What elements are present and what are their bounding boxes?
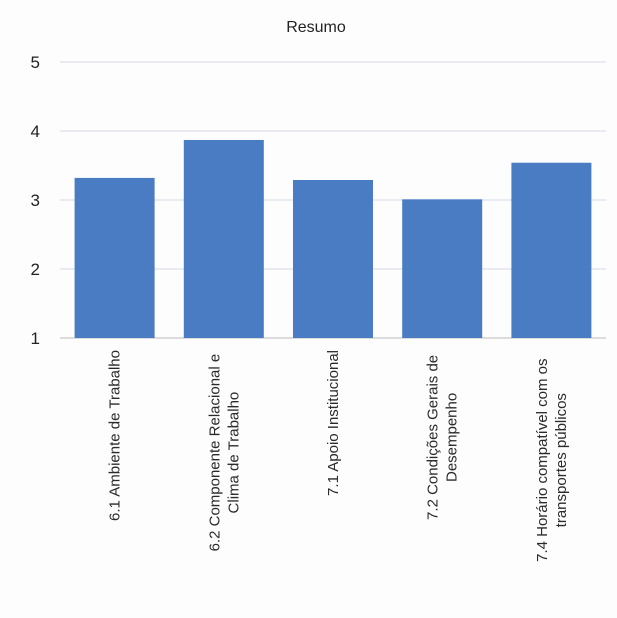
x-tick-label-line: 7.1 Apoio Institucional (325, 350, 342, 496)
y-axis-ticks: 1 2 3 4 5 (31, 53, 40, 348)
x-tick-label-line: 7.2 Condições Gerais de (425, 355, 442, 520)
y-tick-label: 1 (31, 329, 40, 348)
x-tick-label-line: Desempenho (444, 393, 461, 482)
bar (293, 179, 373, 338)
x-tick-label: 7.2 Condições Gerais de Desempenho (425, 355, 461, 520)
bar (74, 177, 155, 338)
bars (74, 139, 592, 338)
x-tick-label-line: 7.4 Horário compatível com os (534, 358, 551, 561)
bar (402, 199, 483, 338)
y-tick-label: 5 (31, 53, 40, 72)
x-tick-label: 6.2 Componente Relacional e Clima de Trab… (206, 354, 242, 552)
x-tick-label: 6.1 Ambiente de Trabalho (107, 350, 124, 521)
bar (511, 162, 592, 338)
y-tick-label: 4 (31, 122, 40, 141)
x-tick-label-line: 6.1 Ambiente de Trabalho (107, 350, 124, 521)
x-tick-label: 7.4 Horário compatível com os transportes… (534, 358, 570, 561)
y-tick-label: 2 (31, 260, 40, 279)
chart-title: Resumo (286, 19, 346, 36)
x-tick-label-line: Clima de Trabalho (225, 392, 242, 514)
bar (183, 139, 264, 338)
x-tick-label-line: transportes públicos (553, 393, 570, 527)
y-tick-label: 3 (31, 191, 40, 210)
x-tick-label-line: 6.2 Componente Relacional e (206, 354, 223, 552)
x-axis-ticks: 6.1 Ambiente de Trabalho 6.2 Componente R… (107, 350, 570, 562)
x-tick-label: 7.1 Apoio Institucional (325, 350, 342, 496)
